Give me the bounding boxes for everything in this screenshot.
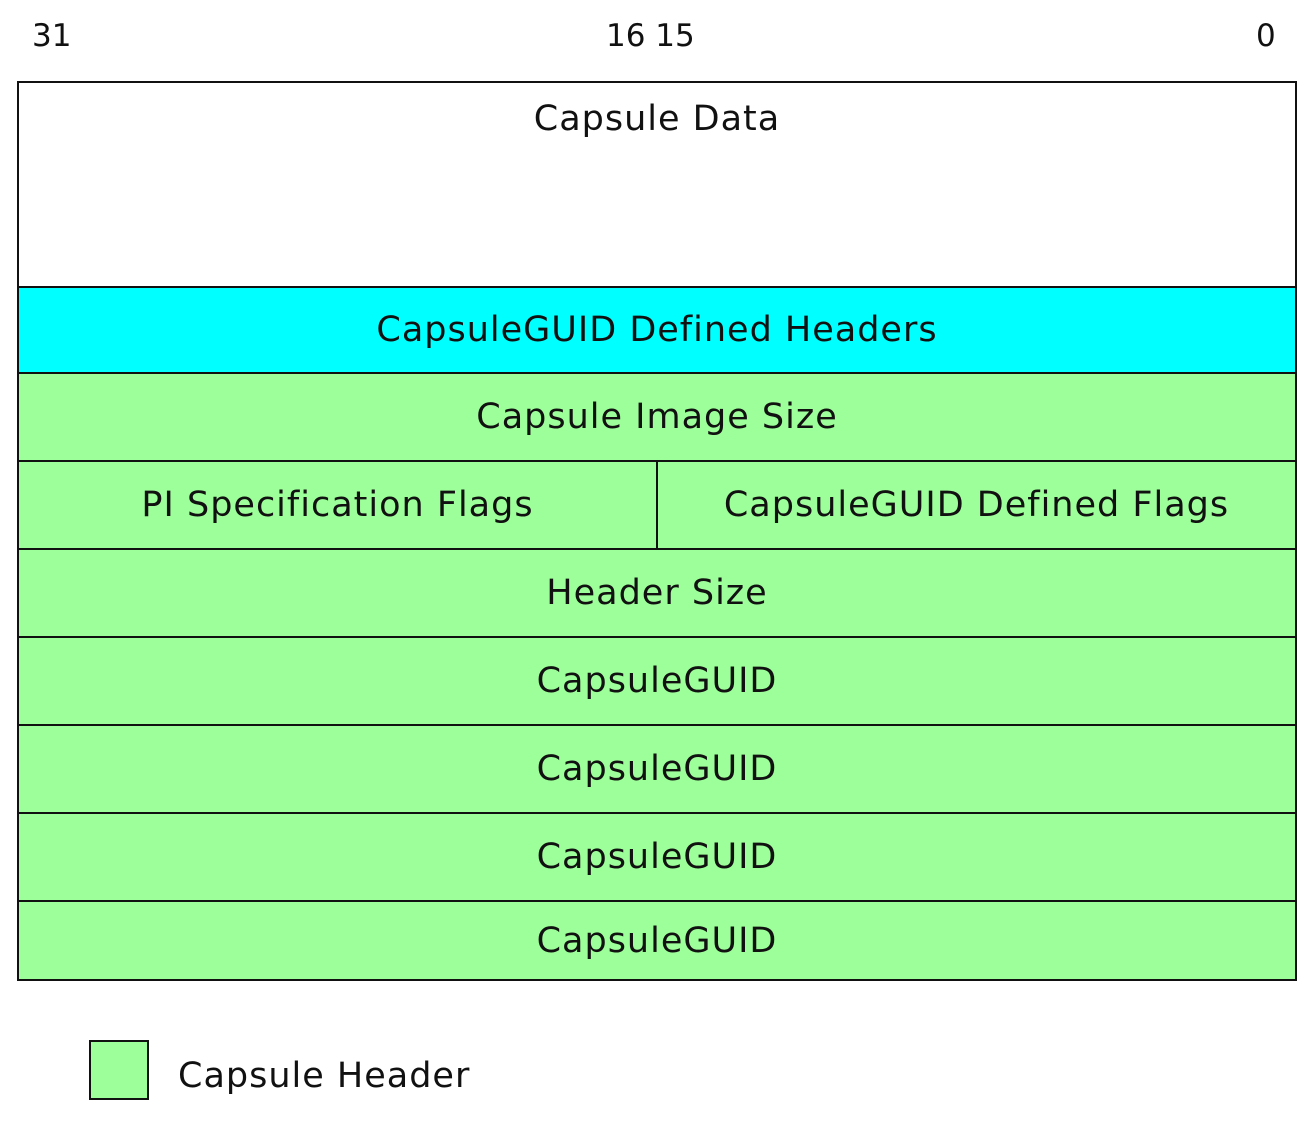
capsule-layout-diagram: Capsule Data CapsuleGUID Defined Headers… bbox=[17, 81, 1297, 981]
bit-label-31: 31 bbox=[32, 18, 72, 54]
row-capsule-guid: CapsuleGUID bbox=[19, 638, 1295, 726]
capsule-guid-cell: CapsuleGUID bbox=[19, 814, 1295, 900]
bit-label-0: 0 bbox=[1256, 18, 1276, 54]
row-capsule-data: Capsule Data bbox=[19, 83, 1295, 288]
capsule-guid-cell: CapsuleGUID bbox=[19, 902, 1295, 979]
row-header-size: Header Size bbox=[19, 550, 1295, 638]
capsule-data-cell: Capsule Data bbox=[19, 83, 1295, 286]
header-size-cell: Header Size bbox=[19, 550, 1295, 636]
guid-defined-flags-cell: CapsuleGUID Defined Flags bbox=[656, 462, 1295, 548]
row-capsule-image-size: Capsule Image Size bbox=[19, 374, 1295, 462]
row-flags: PI Specification Flags CapsuleGUID Defin… bbox=[19, 462, 1295, 550]
row-capsule-guid: CapsuleGUID bbox=[19, 726, 1295, 814]
legend-label: Capsule Header bbox=[178, 1056, 471, 1096]
capsule-guid-cell: CapsuleGUID bbox=[19, 638, 1295, 724]
capsule-image-size-cell: Capsule Image Size bbox=[19, 374, 1295, 460]
legend-swatch-capsule-header bbox=[89, 1040, 149, 1100]
bit-label-16-15: 16 15 bbox=[606, 18, 695, 54]
row-capsule-guid: CapsuleGUID bbox=[19, 814, 1295, 902]
pi-specification-flags-cell: PI Specification Flags bbox=[19, 462, 656, 548]
row-guid-defined-headers: CapsuleGUID Defined Headers bbox=[19, 288, 1295, 374]
row-capsule-guid: CapsuleGUID bbox=[19, 902, 1295, 979]
guid-defined-headers-cell: CapsuleGUID Defined Headers bbox=[19, 288, 1295, 372]
capsule-guid-cell: CapsuleGUID bbox=[19, 726, 1295, 812]
